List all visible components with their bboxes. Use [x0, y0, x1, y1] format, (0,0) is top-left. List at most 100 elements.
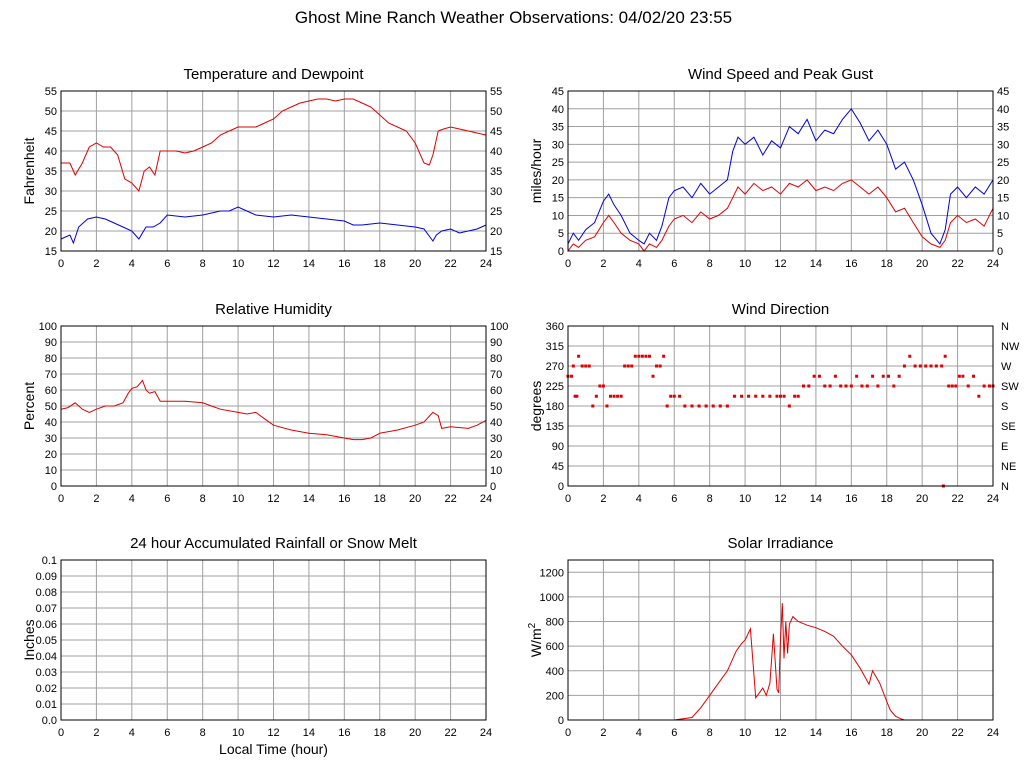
direction-point	[943, 354, 947, 358]
x-tick-label: 14	[810, 258, 822, 270]
direction-point	[982, 384, 986, 388]
direction-point	[683, 404, 687, 408]
y-tick-label: 20	[45, 226, 57, 238]
y-tick-label: 50	[45, 106, 57, 118]
y-tick-label: 40	[45, 417, 57, 429]
direction-point	[961, 374, 965, 378]
x-tick-label: 0	[565, 258, 571, 270]
y-tick-label-right: 45	[490, 126, 502, 138]
compass-label: SW	[1001, 381, 1019, 393]
direction-point	[573, 394, 577, 398]
y-tick-label: 70	[45, 369, 57, 381]
direction-point	[802, 384, 806, 388]
y-axis-label: Inches	[21, 619, 37, 660]
x-tick-label: 10	[232, 258, 244, 270]
chart-title: 24 hour Accumulated Rainfall or Snow Mel…	[130, 535, 418, 552]
direction-point	[747, 394, 751, 398]
y-axis-label-text: degrees	[528, 381, 544, 432]
direction-point	[844, 384, 848, 388]
y-axis-label: degrees	[528, 381, 544, 432]
compass-label: SE	[1001, 421, 1016, 433]
y-tick-label-right: 35	[490, 166, 502, 178]
x-tick-label: 6	[671, 727, 677, 739]
y-tick-label: 315	[546, 341, 564, 353]
y-tick-label: 0.09	[36, 571, 57, 583]
x-tick-label: 16	[338, 727, 350, 739]
y-tick-label-right: 90	[490, 337, 502, 349]
y-tick-label-right: 45	[997, 86, 1009, 98]
x-tick-label: 22	[951, 727, 963, 739]
direction-point	[609, 394, 612, 398]
direction-point	[594, 394, 598, 398]
direction-point	[902, 364, 906, 368]
x-tick-label: 2	[93, 493, 99, 505]
x-tick-label: 22	[444, 258, 456, 270]
direction-point	[860, 384, 864, 388]
chart-title: Relative Humidity	[215, 301, 332, 318]
y-tick-label-right: 50	[490, 401, 502, 413]
direction-point	[690, 404, 694, 408]
direction-point	[577, 354, 581, 358]
x-tick-label: 14	[303, 727, 315, 739]
direction-point	[924, 364, 928, 368]
direction-point	[570, 374, 574, 378]
y-tick-label: 0	[51, 481, 57, 493]
x-tick-label: 24	[987, 727, 999, 739]
y-tick-label-right: 50	[490, 106, 502, 118]
x-tick-label: 4	[129, 493, 135, 505]
x-tick-label: 20	[916, 727, 928, 739]
x-tick-label: 8	[200, 493, 206, 505]
x-tick-label: 14	[810, 493, 822, 505]
direction-point	[839, 384, 843, 388]
y-tick-label: 800	[546, 617, 564, 629]
y-tick-label: 1200	[540, 567, 564, 579]
direction-point	[644, 354, 648, 358]
x-tick-label: 12	[774, 727, 786, 739]
x-tick-label: 24	[987, 258, 999, 270]
plot-frame	[60, 325, 487, 487]
chart-title: Wind Speed and Peak Gust	[688, 66, 874, 83]
x-tick-label: 24	[480, 727, 492, 739]
y-tick-label: 200	[546, 690, 564, 702]
x-tick-label: 4	[636, 727, 642, 739]
y-tick-label: 30	[45, 186, 57, 198]
direction-point	[908, 354, 912, 358]
x-tick-label: 16	[338, 258, 350, 270]
direction-point	[612, 394, 616, 398]
y-tick-label-right: 40	[490, 146, 502, 158]
x-tick-label: 10	[232, 727, 244, 739]
chart-solar: 0 2 4 6 8 10 12 14 16 18 20 22 240200400600800100012…	[527, 535, 999, 739]
x-tick-label: 18	[374, 258, 386, 270]
direction-point	[711, 404, 715, 408]
x-tick-label: 12	[267, 258, 279, 270]
series-line-1	[60, 206, 487, 245]
direction-point	[640, 354, 644, 358]
y-tick-label: 600	[546, 641, 564, 653]
y-tick-label: 10	[45, 465, 57, 477]
y-tick-label: 35	[45, 166, 57, 178]
y-tick-label: 90	[552, 441, 564, 453]
y-tick-label-right: 35	[997, 122, 1009, 134]
y-tick-label-right: 10	[490, 465, 502, 477]
x-tick-label: 20	[409, 493, 421, 505]
y-tick-label-right: 80	[490, 353, 502, 365]
x-tick-label: 18	[881, 493, 893, 505]
x-tick-label: 2	[600, 258, 606, 270]
direction-point	[865, 384, 869, 388]
direction-point	[587, 364, 591, 368]
y-tick-label: 0.08	[36, 587, 57, 599]
direction-point	[672, 394, 676, 398]
y-tick-label: 20	[552, 175, 564, 187]
x-tick-label: 0	[565, 727, 571, 739]
direction-point	[658, 364, 662, 368]
plot-frame	[567, 325, 994, 487]
y-tick-label: 0	[558, 481, 564, 493]
direction-point	[913, 364, 917, 368]
x-tick-label: 12	[267, 727, 279, 739]
direction-point	[637, 354, 641, 358]
series-line-0	[61, 98, 487, 193]
y-tick-label: 30	[552, 139, 564, 151]
y-tick-label: 0.07	[36, 603, 57, 615]
y-tick-label: 1000	[540, 592, 564, 604]
plot-frame	[567, 559, 994, 721]
